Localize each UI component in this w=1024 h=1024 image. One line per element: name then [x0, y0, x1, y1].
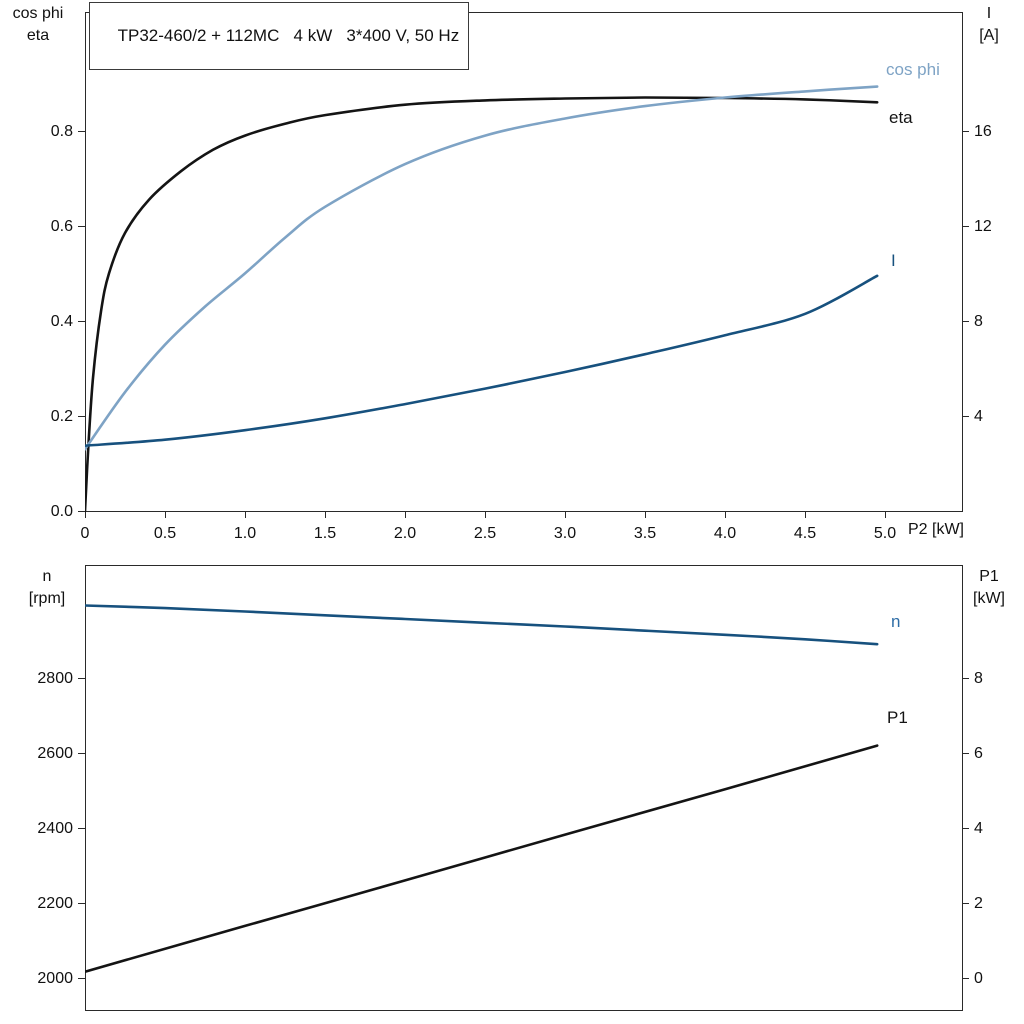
- curve-eta: [85, 96, 879, 513]
- left-axis-title-speed: n: [42, 568, 52, 585]
- left-axis-title-top: cos phi eta: [4, 3, 72, 47]
- tick-label: 8: [974, 670, 983, 687]
- curve-n: [85, 604, 879, 646]
- tick-label: 3.5: [634, 525, 656, 542]
- tick-label: 2200: [37, 895, 73, 912]
- tick-label: 2: [974, 895, 983, 912]
- tick-label: 4.5: [794, 525, 816, 542]
- tick-label: 4: [974, 408, 983, 425]
- plot-frame: [85, 12, 963, 512]
- tick-label: 1.0: [234, 525, 256, 542]
- tick-label: 4: [974, 820, 983, 837]
- right-axis-title-bottom: P1 [kW]: [963, 566, 1015, 610]
- tick-label: 0: [81, 525, 90, 542]
- right-axis-title-current: I: [986, 5, 992, 22]
- tick-label: 6: [974, 745, 983, 762]
- tick-label: 2000: [37, 970, 73, 987]
- right-axis-title-power-unit: [kW]: [973, 590, 1005, 607]
- x-axis-unit-label: P2 [kW]: [907, 521, 964, 538]
- current-curve-label: I: [891, 251, 896, 270]
- left-axis-title-speed-unit: [rpm]: [28, 590, 66, 607]
- speed-curve-label: n: [891, 612, 901, 631]
- chart-title: TP32-460/2 + 112MC 4 kW 3*400 V, 50 Hz: [117, 26, 460, 45]
- tick-label: 16: [974, 123, 992, 140]
- input-power-curve-label: P1: [887, 708, 908, 727]
- right-axis-title-current-unit: [A]: [979, 27, 999, 44]
- tick-label: 8: [974, 313, 983, 330]
- right-axis-title-top: I [A]: [965, 3, 1013, 47]
- tick-label: 1.5: [314, 525, 336, 542]
- right-axis-title-power: P1: [979, 568, 999, 585]
- chart-title-box: TP32-460/2 + 112MC 4 kW 3*400 V, 50 Hz: [89, 2, 470, 70]
- tick-label: 0.8: [51, 123, 73, 140]
- tick-label: 4.0: [714, 525, 736, 542]
- cos-phi-curve-label: cos phi: [886, 60, 940, 79]
- tick-label: 12: [974, 218, 992, 235]
- tick-label: 3.0: [554, 525, 576, 542]
- left-axis-title-eta: eta: [26, 27, 50, 44]
- plot-frame: [85, 565, 963, 1011]
- tick-label: 0.6: [51, 218, 73, 235]
- curve-i: [85, 274, 879, 447]
- tick-label: 0.0: [51, 503, 73, 520]
- tick-label: 2400: [37, 820, 73, 837]
- tick-label: 0: [974, 970, 983, 987]
- tick-label: 2600: [37, 745, 73, 762]
- tick-label: 0.5: [154, 525, 176, 542]
- chart-panel-1: 2000 2200 2400 2600 2800 0 2 4 6 8: [37, 565, 983, 1011]
- eta-curve-label: eta: [889, 108, 913, 127]
- tick-label: 2.0: [394, 525, 416, 542]
- tick-label: 0.4: [51, 313, 73, 330]
- tick-label: 0.2: [51, 408, 73, 425]
- curve-cos-phi: [85, 85, 879, 451]
- tick-label: 2.5: [474, 525, 496, 542]
- tick-label: 5.0: [874, 525, 896, 542]
- tick-label: 2800: [37, 670, 73, 687]
- curve-p1: [85, 744, 879, 973]
- left-axis-title-bottom: n [rpm]: [12, 566, 82, 610]
- chart-panel-0: 0.0 0.2 0.4 0.6 0.8 4 8 12 16 0 0.5 1.0 1.5 2.0 2.5 3.0…: [51, 12, 992, 542]
- left-axis-title-cos-phi: cos phi: [12, 5, 64, 22]
